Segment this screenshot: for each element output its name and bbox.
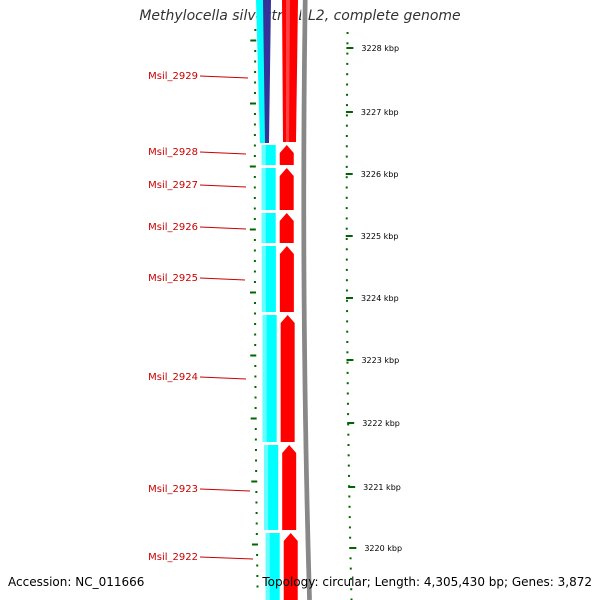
label-layer: 3228 kbp 3227 kbp 3226 kbp 3225 kbp 3224 kbp…: [148, 44, 402, 563]
forward-gene-shine: [286, 0, 290, 142]
reverse-gene-edge: [261, 145, 266, 165]
gene-label[interactable]: Msil_2922: [148, 552, 198, 563]
reverse-gene-edge: [264, 445, 269, 530]
gene-leader-line: [199, 277, 246, 281]
kbp-label: 3221 kbp: [363, 483, 401, 492]
reverse-gene-edge: [262, 315, 267, 442]
topology-text: Topology: circular; Length: 4,305,430 bp…: [262, 575, 592, 589]
track-layer: [256, 0, 312, 600]
gene-label[interactable]: Msil_2929: [148, 71, 198, 82]
gene-leader-line: [199, 488, 251, 492]
forward-gene-arrow: [280, 315, 295, 442]
gene-leader-line: [199, 376, 247, 380]
gene-label[interactable]: Msil_2924: [148, 372, 198, 383]
kbp-label: 3223 kbp: [361, 356, 399, 365]
backbone-highlight: [299, 0, 308, 600]
backbone-track: [301, 0, 312, 600]
forward-gene-bar: [282, 0, 298, 142]
kbp-label: 3224 kbp: [361, 294, 399, 303]
kbp-label: 3226 kbp: [361, 170, 399, 179]
forward-gene-arrow: [283, 533, 298, 600]
forward-gene-arrow: [279, 213, 294, 243]
gene-leader-line: [199, 226, 247, 230]
kbp-label: 3225 kbp: [361, 232, 399, 241]
selected-gene-bar: [263, 0, 271, 143]
gene-label[interactable]: Msil_2927: [148, 180, 198, 191]
gene-label[interactable]: Msil_2925: [148, 273, 198, 284]
accession-text: Accession: NC_011666: [8, 575, 145, 589]
reverse-gene-edge: [261, 213, 266, 243]
map-title: Methylocella silvestris BL2, complete ge…: [139, 8, 461, 24]
reverse-gene-edge: [261, 168, 266, 210]
forward-gene-arrow: [279, 168, 294, 210]
kbp-label: 3227 kbp: [361, 108, 399, 117]
gene-leader-line: [199, 151, 247, 155]
gene-label[interactable]: Msil_2926: [148, 222, 198, 233]
kbp-label: 3228 kbp: [361, 44, 399, 53]
kbp-label: 3220 kbp: [364, 544, 402, 553]
reverse-gene-edge: [265, 533, 270, 600]
forward-gene-arrow: [279, 145, 294, 165]
kbp-label: 3222 kbp: [362, 419, 400, 428]
gene-label[interactable]: Msil_2923: [148, 484, 198, 495]
tick-layer: [249, 29, 357, 600]
gene-label[interactable]: Msil_2928: [148, 147, 198, 158]
gene-leader-line: [199, 75, 249, 79]
forward-gene-arrow: [282, 445, 297, 530]
forward-gene-arrow: [279, 246, 294, 312]
reverse-gene-edge: [261, 246, 266, 312]
gene-leader-line: [199, 556, 254, 560]
gene-leader-line: [199, 184, 247, 188]
